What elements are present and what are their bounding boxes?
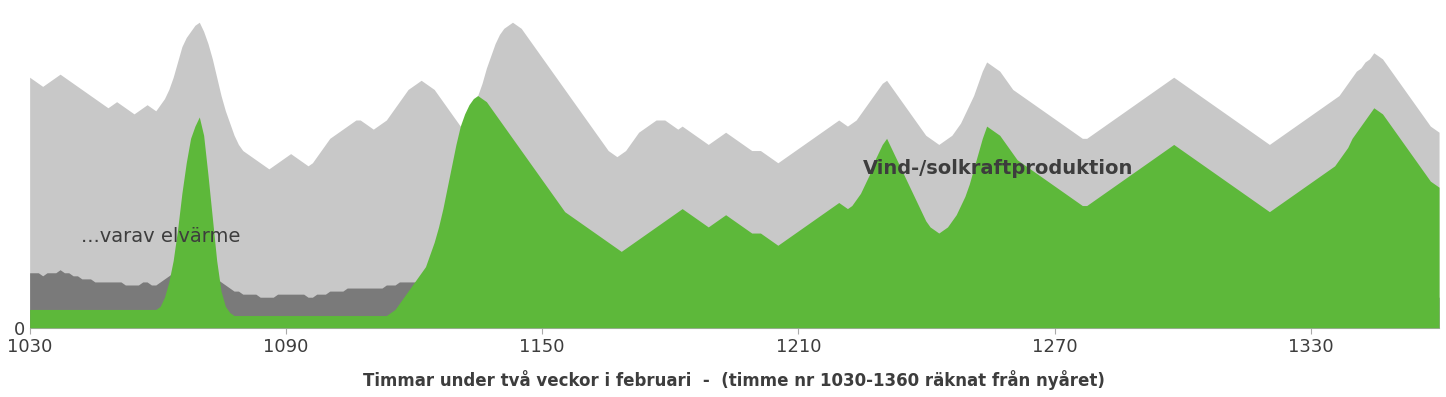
X-axis label: Timmar under två veckor i februari  -  (timme nr 1030-1360 räknat från nyåret): Timmar under två veckor i februari - (ti…: [363, 370, 1105, 390]
Text: Vind-/solkraftproduktion: Vind-/solkraftproduktion: [862, 159, 1132, 178]
Text: ...varav elvärme: ...varav elvärme: [81, 227, 240, 246]
